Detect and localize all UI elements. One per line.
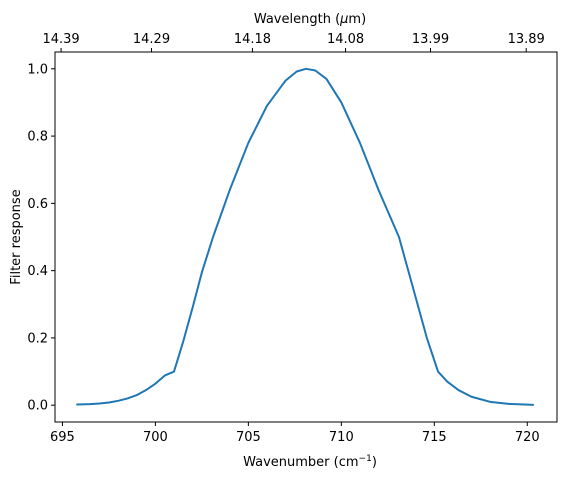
- top-x-axis-label: Wavelength (μm): [254, 12, 366, 27]
- top-x-tick-label: 13.89: [508, 32, 545, 47]
- top-x-tick-label: 14.08: [327, 32, 364, 47]
- x-tick-label: 715: [422, 430, 447, 445]
- y-tick-label: 0.4: [27, 264, 48, 279]
- top-x-tick-label: 14.39: [42, 32, 79, 47]
- x-axis-label: Wavenumber (cm−1): [243, 454, 377, 470]
- top-x-tick-label: 14.29: [133, 32, 170, 47]
- y-tick-label: 1.0: [27, 62, 48, 77]
- y-tick-label: 0.6: [27, 197, 48, 212]
- series-line-0: [76, 67, 534, 406]
- plot-frame: [54, 51, 558, 423]
- x-tick-label: 695: [50, 430, 75, 445]
- axes: 695 700 705 710 715 720 0.0 0.2 0.4 0.6 0.8 1.0 14.3…: [27, 32, 558, 445]
- top-x-tick-label: 13.99: [412, 32, 449, 47]
- x-tick-label: 720: [515, 430, 540, 445]
- y-tick-label: 0.8: [27, 130, 48, 145]
- x-tick-label: 705: [236, 430, 261, 445]
- plot-area: [76, 67, 534, 406]
- x-tick-label: 710: [329, 430, 354, 445]
- y-tick-label: 0.0: [27, 399, 48, 414]
- x-tick-label: 700: [143, 430, 168, 445]
- y-axis-label: Filter response: [9, 189, 24, 284]
- y-tick-label: 0.2: [27, 331, 48, 346]
- top-x-tick-label: 14.18: [234, 32, 271, 47]
